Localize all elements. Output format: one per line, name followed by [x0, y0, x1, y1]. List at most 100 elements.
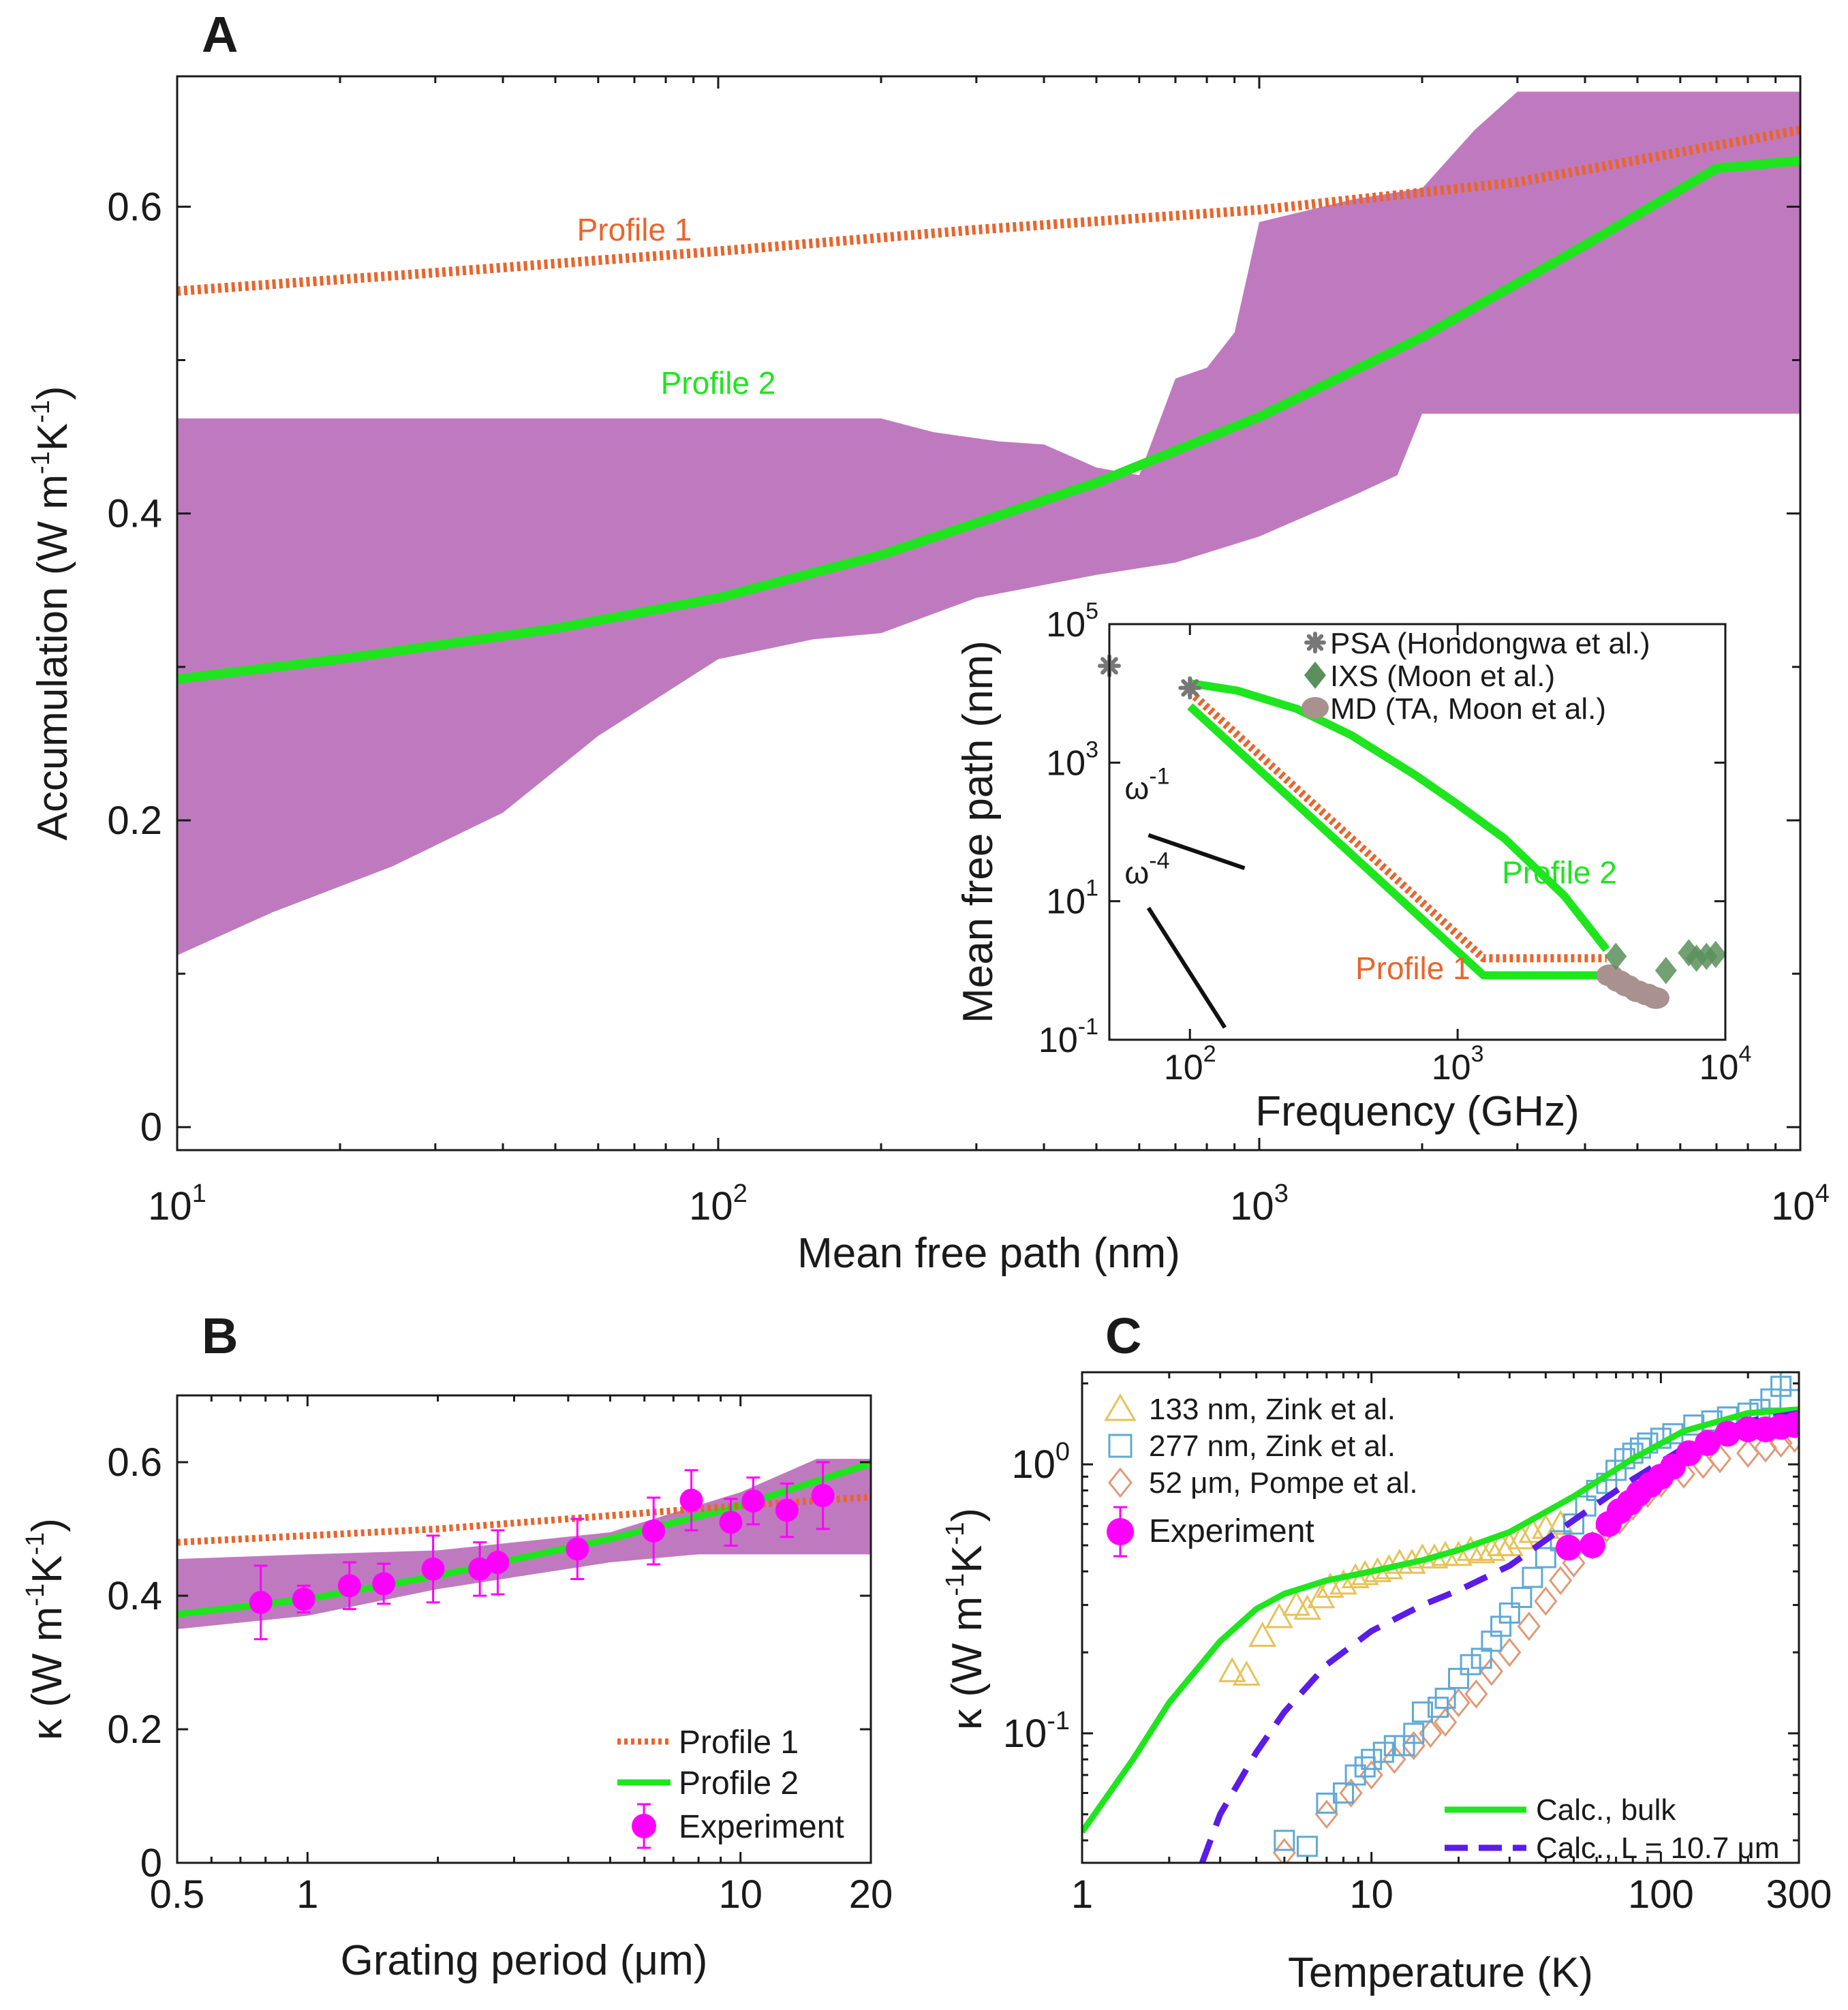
panel-c-pompe-point-7: [1433, 1707, 1458, 1737]
inset-profile-1-label: Profile 1: [1355, 950, 1470, 986]
panel-c-zink277-point-42: [1779, 1372, 1799, 1391]
inset-y-tick-label-2: 103: [1046, 737, 1098, 783]
panel-c-experiment-point-0: [1556, 1534, 1582, 1561]
inset-ixs-point-1: [1654, 957, 1677, 985]
inset-slope-line-0: [1148, 833, 1246, 870]
panel-c-pompe-point-2: [1339, 1778, 1363, 1808]
panel-b-legend-label-0: Profile 1: [679, 1725, 799, 1761]
panel-c-legend-marker-1: [1108, 1434, 1133, 1458]
panel-a-label: A: [202, 6, 238, 63]
inset-legend-marker-1: [1304, 662, 1326, 689]
panel-a-x-tick-label-1: 102: [689, 1179, 748, 1228]
panel-b-experiment-points: [249, 1461, 835, 1641]
panel-c-experiment-point-16: [1788, 1410, 1799, 1436]
panel-c-zink133-point-25: [1518, 1517, 1547, 1543]
inset-profile-2-label: Profile 2: [1502, 855, 1617, 891]
inset-tick-labels: 102 103 104 10-1 101 103 105: [1038, 598, 1751, 1087]
panel-c-y-tick-label-1: 100: [1011, 1438, 1070, 1487]
panel-c-legend-label-2: 52 μm, Pompe et al.: [1149, 1466, 1418, 1500]
panel-c-pompe-point-13: [1534, 1586, 1558, 1616]
panel-c-zink277-point-22: [1535, 1547, 1556, 1568]
panel-a-y-tick-label-2: 0.4: [107, 492, 162, 536]
panel-c-label: C: [1105, 1308, 1141, 1364]
panel-c-ticks: [1081, 1372, 1800, 1863]
panel-b-x-tick-label-3: 20: [849, 1872, 893, 1917]
inset-psa-point-1: [1178, 676, 1202, 700]
panel-c-experiment-point-1: [1579, 1532, 1605, 1559]
panel-c-pompe-point-25: [1736, 1438, 1760, 1468]
inset-y-tick-label-3: 105: [1046, 598, 1098, 645]
panel-b-experiment-point-2: [337, 1561, 361, 1611]
panel-b-axes-frame: [176, 1394, 872, 1864]
panel-a-tick-labels: 101 102 103 104 0 0.2 0.4 0.6: [107, 185, 1829, 1228]
panel-b-experiment-point-0: [249, 1564, 273, 1641]
inset-slope-guides: ω-1 ω-4: [1124, 763, 1246, 1029]
panel-c-legend-calc: Calc., bulk Calc., L = 10.7 μm: [1445, 1793, 1780, 1865]
inset-slope-label-0: ω-1: [1124, 763, 1169, 805]
panel-b: B 0.5 1 10 20 0 0.2 0.4 0.6 Profile 1 Profile 2 E…: [21, 1308, 893, 1984]
panel-c-zink133-point-24: [1507, 1524, 1536, 1549]
panel-c-zink277-point-7: [1372, 1742, 1394, 1763]
panel-b-legend-marker-2: [632, 1803, 656, 1849]
inset-y-tick-label-0: 10-1: [1038, 1014, 1098, 1060]
panel-c-pompe-point-12: [1517, 1611, 1541, 1641]
panel-c-pompe-point-11: [1498, 1637, 1522, 1667]
panel-a-y-tick-label-1: 0.2: [107, 799, 162, 843]
inset-y-tick-label-1: 101: [1046, 876, 1098, 922]
panel-b-x-axis-title: Grating period (μm): [341, 1937, 708, 1984]
panel-c-zink133-point-21: [1477, 1535, 1506, 1561]
panel-b-legend-label-2: Experiment: [679, 1809, 844, 1845]
panel-c-zink133-point-3: [1265, 1603, 1293, 1628]
panel-b-experiment-point-11: [741, 1476, 765, 1526]
inset-md-point-5: [1642, 987, 1669, 1009]
inset-legend: PSA (Hondongwa et al.)IXS (Moon et al.)M…: [1302, 627, 1650, 726]
panel-c-zink277-point-0: [1274, 1829, 1295, 1851]
panel-c-legend-marker-2: [1108, 1467, 1133, 1498]
panel-c-zink277-point-5: [1354, 1756, 1376, 1778]
panel-c-x-axis-title: Temperature (K): [1288, 1949, 1593, 1996]
panel-c-experiment-point-11: [1714, 1421, 1741, 1447]
panel-c-legend-calc-label-0: Calc., bulk: [1536, 1793, 1676, 1827]
panel-b-experiment-point-12: [775, 1482, 799, 1539]
panel-a-x-tick-label-3: 104: [1771, 1179, 1830, 1228]
panel-c-calculations: [1082, 1406, 1799, 1863]
inset-background: [1109, 624, 1725, 1040]
panel-b-experiment-point-8: [642, 1496, 666, 1566]
inset-x-tick-label-1: 103: [1432, 1041, 1484, 1087]
panel-b-legend: Profile 1 Profile 2 Experiment: [617, 1725, 844, 1849]
panel-b-ticks: [177, 1395, 872, 1864]
panel-c-x-tick-label-0: 1: [1071, 1872, 1093, 1917]
inset-legend-label-2: MD (TA, Moon et al.): [1330, 692, 1606, 726]
panel-a-profile-2-label: Profile 2: [661, 365, 776, 401]
panel-c-legend-label-3: Experiment: [1149, 1513, 1314, 1549]
panel-b-experiment-point-7: [566, 1517, 589, 1580]
panel-a-profile-1-label: Profile 1: [577, 212, 692, 247]
panel-b-x-tick-label-2: 10: [718, 1872, 763, 1917]
panel-c-zink133-point-20: [1467, 1538, 1496, 1564]
panel-c-zink277-point-6: [1361, 1748, 1383, 1770]
panel-c-y-tick-label-0: 10-1: [1003, 1707, 1070, 1756]
panel-c-zink133-point-23: [1495, 1530, 1524, 1556]
inset-y-axis-title: Mean free path (nm): [955, 640, 1002, 1023]
panel-c-zink277-point-13: [1434, 1687, 1456, 1709]
panel-c-experiment-points: [1556, 1410, 1799, 1561]
panel-a-series-1: [176, 125, 1802, 296]
inset-markers: [1098, 654, 1727, 1009]
panel-a-series-2: [176, 155, 1801, 684]
panel-c-legend-marker-0: [1104, 1393, 1137, 1421]
panel-a-x-axis-title: Mean free path (nm): [797, 1230, 1180, 1277]
inset-x-axis-title: Frequency (GHz): [1255, 1088, 1579, 1135]
panel-a-series: [176, 125, 1802, 684]
inset-ticks: [1109, 623, 1727, 1041]
panel-a-y-tick-label-0: 0: [140, 1105, 162, 1149]
panel-c-experiment-point-10: [1694, 1429, 1721, 1456]
panel-c-pompe-point-14: [1548, 1566, 1573, 1596]
inset-slope-line-1: [1146, 906, 1227, 1029]
panel-b-experiment-point-13: [811, 1461, 835, 1530]
panel-b-experiment-point-3: [372, 1562, 396, 1605]
panel-a-x-tick-label-2: 103: [1230, 1179, 1289, 1228]
panel-b-label: B: [202, 1308, 238, 1364]
panel-a: A 101 102 103 104 0 0.2 0.4 0.6 Profile 1 Profi…: [27, 6, 1830, 1277]
inset-series-2: [1189, 679, 1610, 953]
panel-c-pompe-point-9: [1464, 1679, 1488, 1709]
